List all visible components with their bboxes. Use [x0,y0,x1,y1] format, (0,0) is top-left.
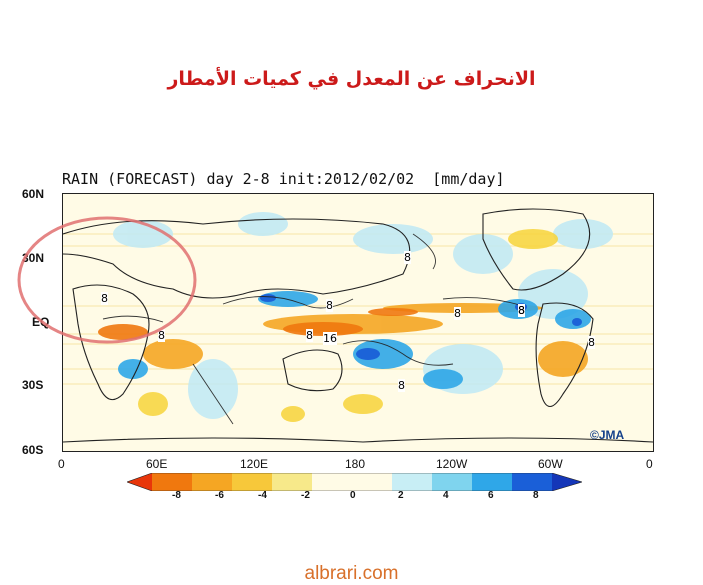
contour-label: 8 [398,379,405,392]
map-title: RAIN (FORECAST) day 2-8 init:2012/02/02 … [62,170,505,188]
lon-label-120w: 120W [436,457,468,471]
lat-label-30s: 30S [22,378,44,392]
colorbar-tick: 2 [398,490,404,501]
lon-label-0-right: 0 [646,457,653,471]
colorbar-tick: 8 [533,490,539,501]
colorbar-tick: -4 [258,490,267,501]
lat-label-60n: 60N [22,187,45,201]
colorbar-tick: -6 [215,490,224,501]
contour-label: 8 [518,304,525,317]
lon-label-180: 180 [345,457,366,471]
contour-label: 8 [518,304,525,317]
colorbar-tick: 6 [488,490,494,501]
rain-anomaly-map: 8 8 8 8 8 8 8 16 8 8 8 [62,193,654,452]
lon-label-60e: 60E [146,457,168,471]
contour-label: 8 [588,336,595,349]
contour-label: 8 [454,307,461,320]
map-svg [63,194,653,451]
contour-label: 8 [158,329,165,342]
colorbar-tick: 0 [350,490,356,501]
colorbar [127,473,582,491]
colorbar-tick: -2 [301,490,310,501]
lon-label-0: 0 [58,457,65,471]
contour-label: 8 [326,299,333,312]
lon-label-60w: 60W [538,457,563,471]
contour-label: 8 [101,292,108,305]
lon-label-120e: 120E [240,457,269,471]
contour-label: 8 [404,251,411,264]
jma-credit: ©JMA [590,428,625,442]
lat-label-60s: 60S [22,443,44,457]
contour-label: 16 [323,332,337,345]
colorbar-tick: 4 [443,490,449,501]
colorbar-tick: -8 [172,490,181,501]
site-watermark: albrari.com [304,563,399,584]
page-heading: الانحراف عن المعدل في كميات الأمطار [167,68,536,90]
contour-label: 8 [306,329,313,342]
